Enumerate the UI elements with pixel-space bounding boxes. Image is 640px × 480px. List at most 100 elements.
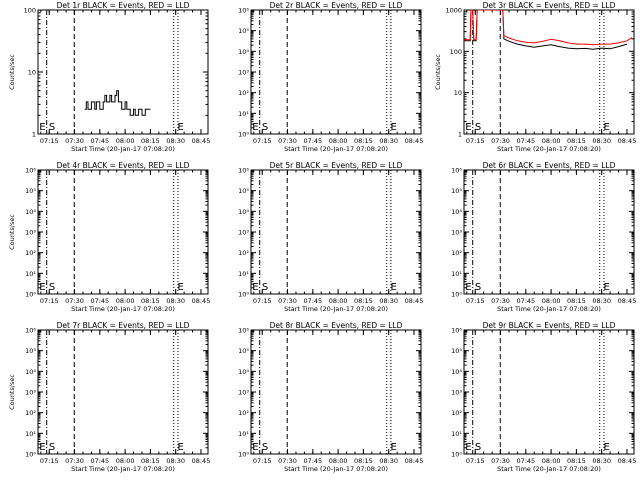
x-tick-label: 08:30: [379, 137, 398, 145]
y-tick-label: 10⁰: [451, 451, 462, 459]
y-tick-label: 10⁶: [451, 327, 462, 335]
y-tick-label: 10¹: [238, 270, 249, 278]
x-tick-label: 07:45: [516, 457, 535, 465]
x-axis-label: Start Time (20-Jan-17 07:08:20): [284, 465, 388, 473]
y-tick-label: 10⁴: [238, 208, 249, 216]
marker-e: E: [39, 282, 45, 293]
plot-frame: [250, 9, 422, 135]
panel-det-8: Det 8r BLACK = Events, RED = LLD 10⁰ 10¹ 10…: [238, 321, 423, 473]
plot-frame: [463, 9, 635, 135]
marker-s: S: [262, 122, 268, 133]
x-tick-label: 08:15: [567, 457, 586, 465]
y-tick-label: 10⁶: [451, 167, 462, 175]
x-tick-label: 07:30: [65, 137, 84, 145]
x-tick-label: 07:15: [40, 137, 59, 145]
x-axis-label: Start Time (20-Jan-17 07:08:20): [497, 305, 601, 313]
y-axis-label: Counts/sec: [8, 214, 16, 250]
x-tick-label: 08:00: [116, 297, 135, 305]
plot-frame: [37, 169, 209, 295]
x-tick-label: 08:45: [192, 457, 211, 465]
x-tick-label: 08:45: [618, 457, 637, 465]
marker-e: E: [391, 282, 397, 293]
x-tick-label: 07:15: [466, 457, 485, 465]
y-tick-label: 10⁴: [451, 368, 462, 376]
plot-frame: [37, 9, 209, 135]
y-tick-label: 10²: [25, 409, 36, 417]
panel-det-5: Det 5r BLACK = Events, RED = LLD 10⁰ 10¹ 10…: [238, 161, 423, 313]
x-axis-label: Start Time (20-Jan-17 07:08:20): [497, 465, 601, 473]
x-tick-label: 08:45: [405, 297, 424, 305]
marker-e: E: [391, 442, 397, 453]
x-tick-label: 08:15: [141, 297, 160, 305]
x-tick-label: 07:15: [253, 297, 272, 305]
x-tick-label: 07:30: [491, 137, 510, 145]
panel-det-3: Det 3r BLACK = Events, RED = LLD 1 10 100 10…: [434, 1, 636, 153]
x-tick-label: 07:30: [491, 457, 510, 465]
y-tick-label: 10¹: [25, 270, 36, 278]
y-tick-label: 10⁰: [451, 291, 462, 299]
x-tick-label: 08:00: [542, 457, 561, 465]
y-tick-label: 10³: [238, 69, 249, 77]
x-tick-label: 08:45: [192, 137, 211, 145]
x-tick-label: 08:00: [329, 457, 348, 465]
marker-s: S: [475, 122, 481, 133]
marker-s: S: [475, 282, 481, 293]
y-tick-label: 10⁰: [25, 291, 36, 299]
x-tick-label: 08:45: [618, 137, 637, 145]
plot-frame: [250, 329, 422, 455]
y-tick-label: 10⁶: [238, 7, 249, 15]
y-tick-label: 10²: [238, 89, 249, 97]
marker-e: E: [178, 442, 184, 453]
x-tick-label: 07:15: [466, 297, 485, 305]
y-tick-label: 10³: [451, 229, 462, 237]
y-tick-label: 10³: [25, 389, 36, 397]
y-tick-label: 10⁴: [25, 208, 36, 216]
plot-frame: [37, 329, 209, 455]
y-tick-label: 10¹: [238, 430, 249, 438]
marker-e: E: [465, 122, 471, 133]
marker-e: E: [465, 442, 471, 453]
x-axis-label: Start Time (20-Jan-17 07:08:20): [497, 145, 601, 153]
y-tick-label: 10⁴: [238, 48, 249, 56]
x-tick-label: 08:45: [405, 137, 424, 145]
x-tick-label: 07:30: [278, 457, 297, 465]
panel-det-1: Det 1r BLACK = Events, RED = LLD 1 10 100 07…: [8, 1, 210, 153]
marker-e: E: [39, 122, 45, 133]
x-tick-label: 08:30: [379, 297, 398, 305]
x-tick-label: 08:30: [379, 457, 398, 465]
marker-e: E: [465, 282, 471, 293]
x-tick-label: 07:15: [466, 137, 485, 145]
marker-e: E: [39, 442, 45, 453]
x-tick-label: 07:15: [40, 297, 59, 305]
x-tick-label: 07:30: [491, 297, 510, 305]
panel-det-2: Det 2r BLACK = Events, RED = LLD 10⁰ 10¹ 10…: [238, 1, 423, 153]
plot-frame: [463, 329, 635, 455]
y-tick-label: 10⁶: [238, 167, 249, 175]
x-tick-label: 08:30: [592, 457, 611, 465]
series-lld-line: [464, 10, 633, 46]
marker-s: S: [49, 282, 55, 293]
y-tick-label: 10⁰: [238, 451, 249, 459]
panel-det-9: Det 9r BLACK = Events, RED = LLD 10⁰ 10¹ 10…: [451, 321, 636, 473]
x-axis-label: Start Time (20-Jan-17 07:08:20): [71, 465, 175, 473]
y-tick-label: 10⁵: [451, 187, 462, 195]
x-tick-label: 08:00: [116, 457, 135, 465]
x-tick-label: 07:45: [303, 297, 322, 305]
y-tick-label: 100: [450, 48, 462, 56]
plot-frame: [463, 169, 635, 295]
y-tick-label: 10³: [238, 229, 249, 237]
panel-title: Det 5r BLACK = Events, RED = LLD: [270, 161, 403, 170]
marker-e: E: [252, 282, 258, 293]
x-tick-label: 08:15: [354, 297, 373, 305]
y-tick-label: 10⁴: [238, 368, 249, 376]
x-tick-label: 08:00: [329, 137, 348, 145]
y-tick-label: 10⁵: [238, 187, 249, 195]
x-axis-label: Start Time (20-Jan-17 07:08:20): [71, 305, 175, 313]
x-tick-label: 08:30: [592, 297, 611, 305]
panel-title: Det 1r BLACK = Events, RED = LLD: [57, 1, 190, 10]
y-tick-label: 10: [454, 89, 462, 97]
x-tick-label: 08:45: [618, 297, 637, 305]
x-tick-label: 08:15: [354, 137, 373, 145]
marker-e: E: [252, 442, 258, 453]
